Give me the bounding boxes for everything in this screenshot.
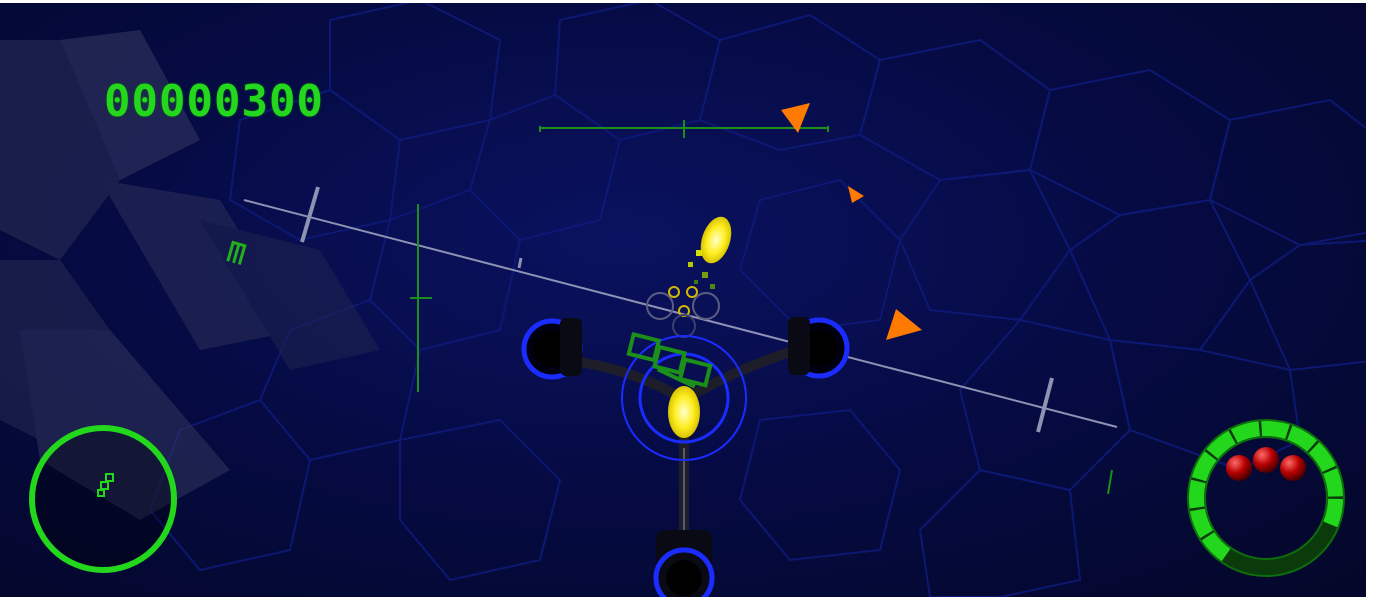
shield-segment <box>1286 424 1318 452</box>
engine-pod-right <box>788 317 850 379</box>
enemy-markers <box>781 103 922 340</box>
red-sphere-icon <box>1253 447 1279 473</box>
lives-display <box>1226 447 1306 481</box>
shield-segment <box>1323 498 1344 528</box>
pitch-ladder <box>410 204 1113 495</box>
orange-triangle-icon <box>781 103 810 133</box>
shield-segment <box>1287 543 1319 572</box>
shield-segment <box>1308 523 1338 554</box>
shield-segment <box>1230 420 1261 443</box>
engine-pod-bottom <box>653 530 715 597</box>
red-sphere-icon <box>1226 455 1252 481</box>
altitude-marker <box>226 240 247 265</box>
shield-arc <box>1188 420 1344 576</box>
shield-lives-gauge <box>1187 419 1345 577</box>
shield-segment <box>1261 420 1291 440</box>
target-box <box>626 331 713 389</box>
shield-segment <box>1189 508 1214 539</box>
radar-display <box>29 425 177 573</box>
plasma-burst-near <box>668 386 700 438</box>
crosshair <box>646 286 720 338</box>
shield-segment <box>1205 429 1237 460</box>
shield-segment <box>1261 556 1291 576</box>
score-counter: 00000300 <box>104 76 324 127</box>
shield-segment <box>1308 441 1337 473</box>
orange-triangle-icon <box>886 309 922 340</box>
shield-segment <box>1190 450 1217 482</box>
player-ship <box>521 317 850 597</box>
shield-segment <box>1323 467 1344 497</box>
heading-tape <box>539 120 829 138</box>
plasma-burst-far <box>688 216 732 289</box>
shield-segment <box>1188 479 1206 509</box>
orange-triangle-icon <box>848 186 864 203</box>
engine-pod-left <box>521 318 583 380</box>
shield-segment <box>1200 531 1231 562</box>
left-structures <box>0 30 380 520</box>
red-sphere-icon <box>1280 455 1306 481</box>
green-square-icon <box>97 473 114 497</box>
